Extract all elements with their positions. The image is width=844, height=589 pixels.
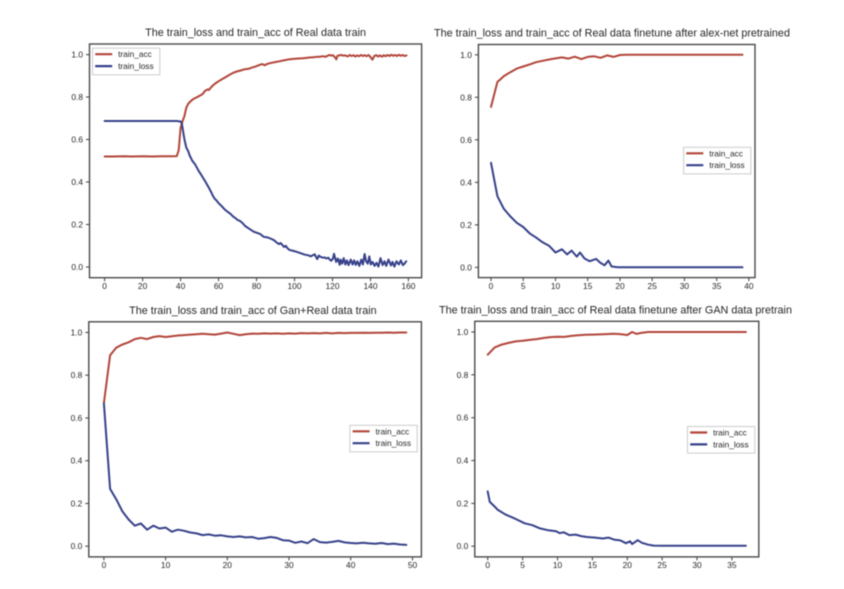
svg-text:30: 30 bbox=[692, 560, 702, 570]
svg-text:0.2: 0.2 bbox=[460, 220, 472, 230]
svg-text:20: 20 bbox=[615, 281, 625, 291]
svg-text:0.6: 0.6 bbox=[460, 135, 472, 145]
svg-text:0.0: 0.0 bbox=[457, 541, 469, 551]
svg-text:0: 0 bbox=[102, 560, 107, 570]
svg-text:train_loss: train_loss bbox=[713, 439, 749, 449]
svg-text:0.4: 0.4 bbox=[460, 177, 472, 187]
svg-text:train_acc: train_acc bbox=[376, 426, 410, 436]
svg-text:0.6: 0.6 bbox=[457, 413, 469, 423]
svg-text:0.6: 0.6 bbox=[71, 413, 83, 423]
svg-text:40: 40 bbox=[176, 281, 186, 291]
svg-text:50: 50 bbox=[408, 560, 418, 570]
svg-text:train_acc: train_acc bbox=[118, 49, 152, 59]
svg-text:0.8: 0.8 bbox=[460, 92, 472, 102]
svg-text:0.4: 0.4 bbox=[71, 177, 83, 187]
svg-text:40: 40 bbox=[346, 560, 356, 570]
svg-text:25: 25 bbox=[657, 560, 667, 570]
svg-text:1.0: 1.0 bbox=[71, 50, 83, 60]
svg-text:10: 10 bbox=[551, 281, 561, 291]
svg-text:1.0: 1.0 bbox=[457, 327, 469, 337]
svg-text:15: 15 bbox=[588, 560, 598, 570]
svg-text:30: 30 bbox=[284, 560, 294, 570]
svg-text:train_loss: train_loss bbox=[118, 61, 154, 71]
svg-text:0.8: 0.8 bbox=[457, 370, 469, 380]
svg-text:The train_loss and train_acc o: The train_loss and train_acc of Real dat… bbox=[145, 27, 366, 39]
svg-text:10: 10 bbox=[161, 560, 171, 570]
svg-text:40: 40 bbox=[744, 281, 754, 291]
svg-text:0.0: 0.0 bbox=[460, 262, 472, 272]
svg-text:0: 0 bbox=[485, 560, 490, 570]
svg-text:30: 30 bbox=[680, 281, 690, 291]
svg-text:0.0: 0.0 bbox=[71, 262, 83, 272]
svg-text:train_acc: train_acc bbox=[713, 428, 747, 438]
svg-text:20: 20 bbox=[223, 560, 233, 570]
svg-text:120: 120 bbox=[326, 281, 340, 291]
svg-text:160: 160 bbox=[401, 281, 415, 291]
svg-text:The train_loss and train_acc o: The train_loss and train_acc of Real dat… bbox=[439, 304, 792, 316]
svg-text:1.0: 1.0 bbox=[71, 328, 83, 338]
svg-text:100: 100 bbox=[288, 281, 302, 291]
svg-text:25: 25 bbox=[648, 281, 658, 291]
svg-text:The train_loss and train_acc o: The train_loss and train_acc of Real dat… bbox=[434, 28, 790, 40]
svg-text:5: 5 bbox=[521, 281, 526, 291]
svg-text:80: 80 bbox=[252, 281, 262, 291]
svg-text:train_acc: train_acc bbox=[709, 148, 743, 158]
svg-text:5: 5 bbox=[520, 560, 525, 570]
svg-text:35: 35 bbox=[712, 281, 722, 291]
svg-text:0.8: 0.8 bbox=[71, 370, 83, 380]
svg-text:0.2: 0.2 bbox=[71, 499, 83, 509]
svg-text:0.6: 0.6 bbox=[71, 135, 83, 145]
svg-text:0.4: 0.4 bbox=[71, 456, 83, 466]
svg-text:train_loss: train_loss bbox=[376, 438, 412, 448]
svg-text:140: 140 bbox=[364, 281, 378, 291]
svg-text:1.0: 1.0 bbox=[460, 50, 472, 60]
svg-text:0: 0 bbox=[102, 281, 107, 291]
svg-text:20: 20 bbox=[623, 560, 633, 570]
svg-text:0.2: 0.2 bbox=[71, 220, 83, 230]
svg-text:0.2: 0.2 bbox=[457, 498, 469, 508]
svg-text:15: 15 bbox=[583, 281, 593, 291]
svg-text:0.4: 0.4 bbox=[457, 456, 469, 466]
svg-text:10: 10 bbox=[553, 560, 563, 570]
svg-text:0.0: 0.0 bbox=[71, 541, 83, 551]
svg-text:0.8: 0.8 bbox=[71, 92, 83, 102]
svg-text:20: 20 bbox=[138, 281, 148, 291]
svg-text:35: 35 bbox=[727, 560, 737, 570]
svg-text:train_loss: train_loss bbox=[709, 160, 745, 170]
svg-text:60: 60 bbox=[214, 281, 224, 291]
svg-text:The train_loss and train_acc o: The train_loss and train_acc of Gan+Real… bbox=[129, 305, 377, 317]
svg-text:0: 0 bbox=[489, 281, 494, 291]
